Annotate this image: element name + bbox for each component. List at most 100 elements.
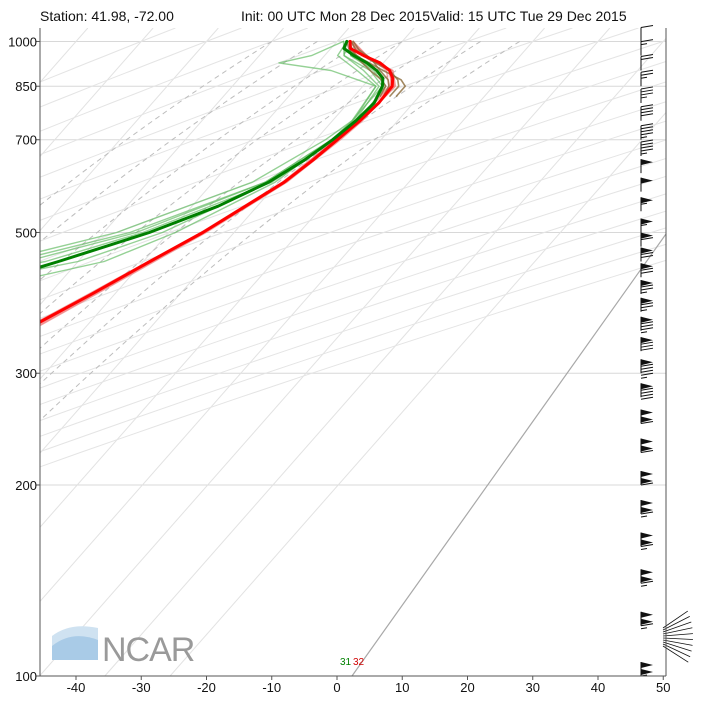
wind-barb-feather: [640, 393, 654, 397]
wind-barb-half: [640, 584, 648, 587]
wind-barb: [640, 53, 654, 71]
wind-barb-feather: [640, 324, 654, 328]
isotherm-60: [169, 111, 666, 676]
wind-barb-pennant: [641, 445, 653, 452]
wind-barb-pennant: [641, 500, 653, 507]
wind-barb-feather: [640, 347, 654, 351]
low-level-wind-stroke: [662, 637, 693, 640]
dry-adiabat: [40, 28, 507, 200]
wind-barb-pennant: [641, 611, 653, 618]
surface-temperature-label: 32: [353, 657, 365, 668]
wind-barb-pennant: [641, 438, 653, 445]
dry-adiabat: [40, 28, 308, 132]
wind-barb-feather: [640, 92, 654, 96]
isotherm-0: [40, 28, 350, 380]
wind-barb: [640, 104, 654, 121]
temperature-tick-label: 20: [460, 680, 474, 695]
wind-barb-feather: [640, 139, 654, 143]
wind-barb: [640, 569, 654, 587]
dry-adiabat: [40, 28, 573, 221]
wind-barb: [640, 611, 654, 630]
wind-barb-feather: [640, 623, 654, 627]
dry-adiabat: [40, 81, 666, 301]
temperature-tick-label: 50: [656, 680, 670, 695]
pressure-tick-label: 850: [15, 79, 37, 94]
wind-barb-feather: [640, 72, 654, 76]
dewpoint-mean-line: [40, 39, 385, 269]
wind-barb-pennant: [641, 297, 653, 304]
pressure-tick-label: 1000: [8, 34, 37, 49]
dry-adiabat: [40, 28, 441, 178]
wind-barb: [640, 159, 653, 174]
wind-barb-half: [640, 309, 648, 312]
isotherm-30: [40, 28, 545, 603]
wind-barb-feather: [640, 53, 654, 57]
wind-barbs: [640, 24, 693, 677]
wind-barb-feather: [640, 89, 654, 93]
wind-barb-pennant: [641, 337, 653, 344]
dewpoint-member-line: [40, 40, 384, 253]
wind-barb: [640, 470, 654, 486]
dry-adiabat: [40, 60, 666, 282]
isotherm-10: [40, 28, 415, 454]
low-level-member-line: [352, 40, 390, 97]
low-level-wind-stroke: [662, 616, 690, 631]
isotherm--10: [40, 28, 284, 306]
wind-barb-feather: [640, 287, 654, 291]
temperature-mean-line: [40, 39, 395, 324]
low-level-member-line: [346, 40, 406, 97]
dry-adiabat: [40, 28, 639, 242]
temperature-tick-label: -30: [132, 680, 151, 695]
wind-barb-feather: [640, 123, 654, 127]
dry-adiabat: [40, 28, 242, 108]
wind-barb-feather: [640, 113, 654, 117]
wind-barb-feather: [640, 302, 654, 306]
wind-barb-half: [640, 331, 648, 334]
isotherm--50: [0, 28, 23, 676]
low-level-wind-stroke: [662, 639, 693, 646]
wind-barb-pennant: [641, 507, 653, 514]
temperature-tick-label: 0: [333, 680, 340, 695]
wind-barb-half: [640, 96, 648, 99]
isotherm-50: [104, 37, 666, 676]
temperature-tick-label: 40: [591, 680, 605, 695]
wind-barb-feather: [640, 267, 654, 271]
wind-barb-feather: [640, 142, 654, 146]
pressure-tick-label: 500: [15, 225, 37, 240]
wind-barb: [640, 337, 654, 352]
wind-barb-half: [640, 547, 648, 550]
wind-barb-feather: [640, 129, 654, 133]
wind-barb-pennant: [641, 532, 653, 539]
wind-barb-feather: [640, 305, 654, 309]
wind-barb-pennant: [641, 232, 653, 239]
wind-barb-feather: [640, 284, 654, 288]
wind-barb-feather: [640, 387, 654, 391]
wind-barb-feather: [640, 511, 654, 515]
low-level-wind-stroke: [662, 633, 693, 637]
wind-barb-half: [640, 76, 648, 79]
low-level-wind-stroke: [662, 641, 692, 652]
isotherm--40: [40, 28, 89, 84]
wind-barb: [640, 177, 653, 192]
wind-barb: [640, 263, 654, 278]
init-time-label: Init: 00 UTC Mon 28 Dec 2015: [241, 8, 430, 24]
dry-adiabat: [40, 101, 666, 319]
wind-barb-pennant: [641, 618, 653, 625]
wind-barb-pennant: [641, 669, 653, 675]
parcel-line: [351, 233, 666, 676]
mixing-ratio-line: [40, 40, 481, 385]
background-grid: 6101418222630: [0, 28, 666, 676]
valid-time-label: Valid: 15 UTC Tue 29 Dec 2015: [430, 8, 627, 24]
wind-barb: [640, 86, 654, 103]
wind-barb-feather: [640, 39, 654, 43]
ncar-logo-text: NCAR: [102, 631, 194, 669]
wind-barb-feather: [640, 390, 654, 394]
wind-barb: [640, 69, 654, 87]
wind-barb-feather: [640, 420, 654, 424]
wind-barb-feather: [640, 252, 654, 255]
pressure-tick-label: 700: [15, 133, 37, 148]
chart-frame: [39, 28, 667, 677]
wind-barb: [640, 279, 654, 294]
dry-adiabat: [40, 175, 666, 389]
wind-barb: [640, 218, 653, 233]
